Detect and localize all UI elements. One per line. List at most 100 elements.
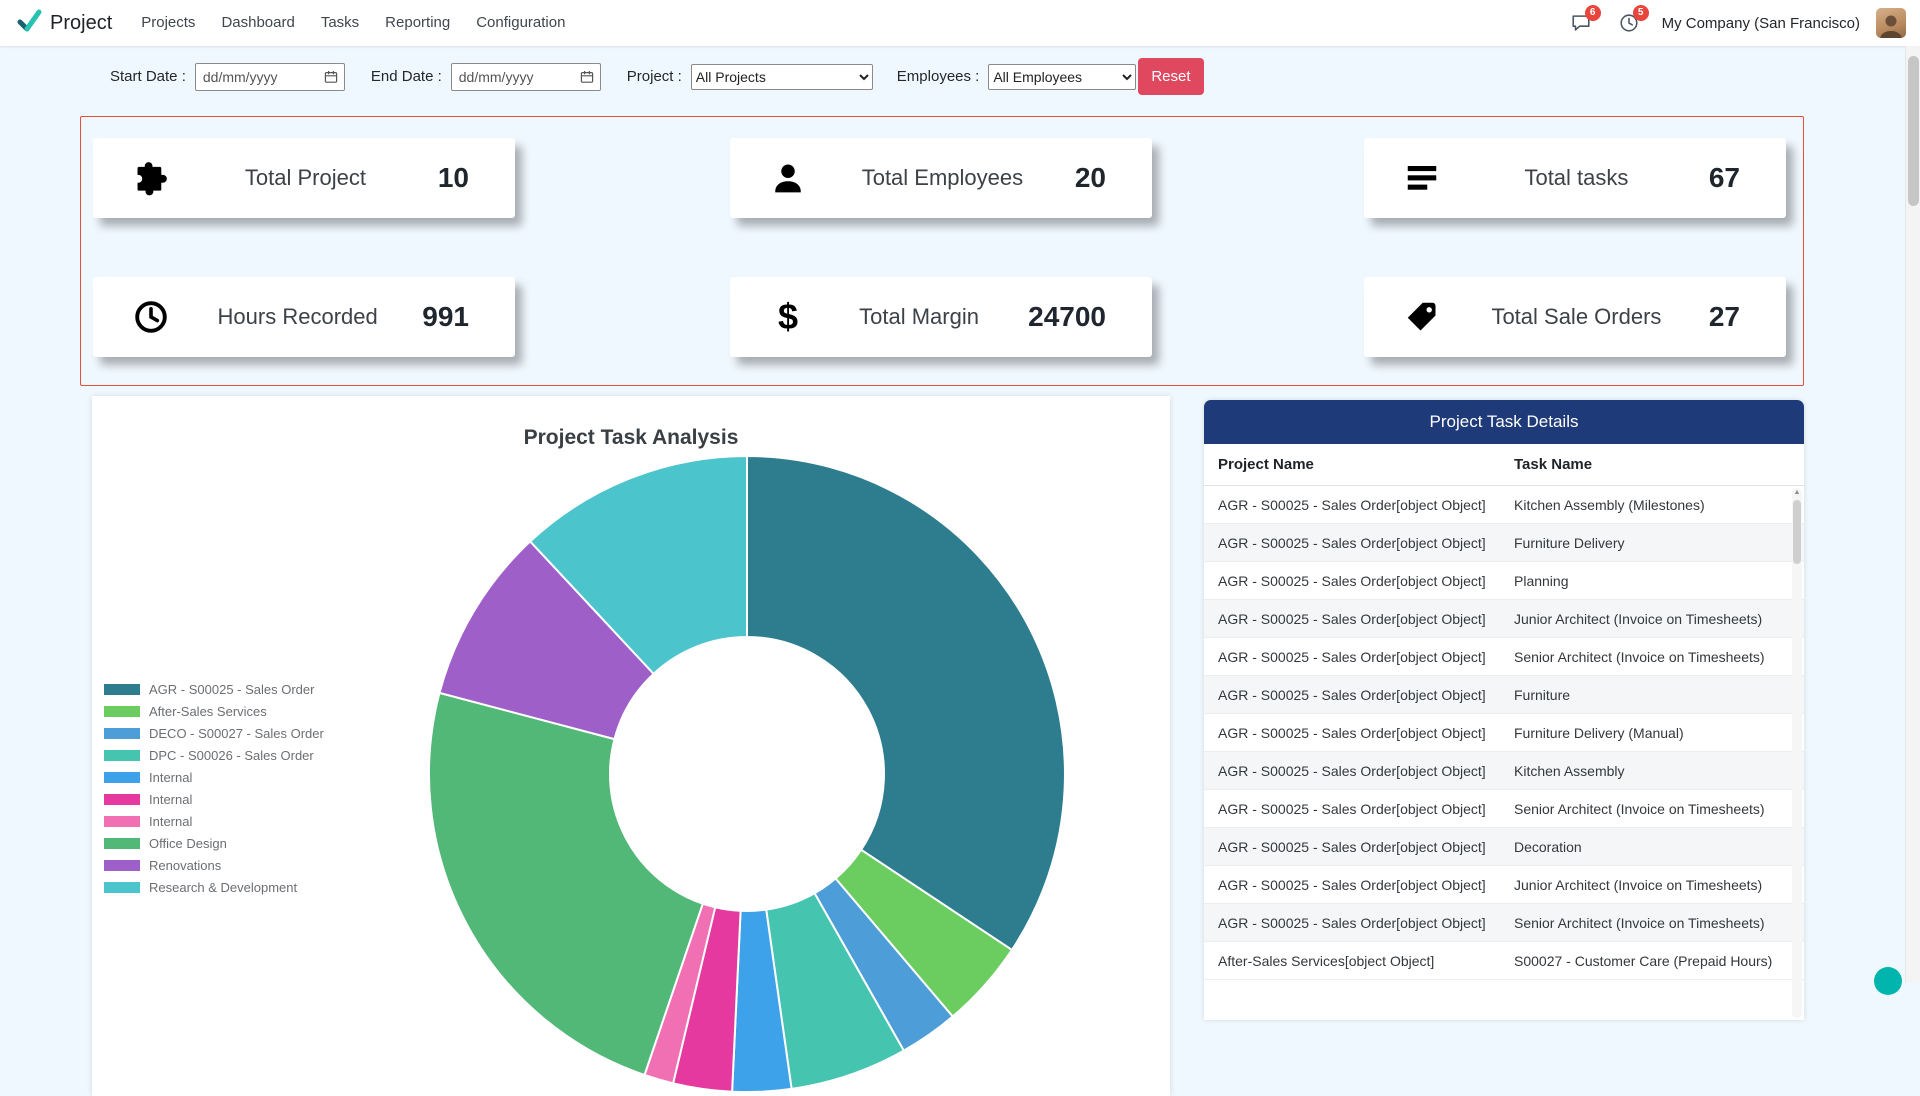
kpi-label: Hours Recorded (217, 304, 378, 329)
table-row[interactable]: AGR - S00025 - Sales Order[object Object… (1204, 866, 1804, 904)
nav-item-tasks[interactable]: Tasks (320, 14, 360, 31)
table-scrollbar-thumb[interactable] (1793, 500, 1801, 564)
legend-label: After-Sales Services (149, 703, 267, 719)
task-name-cell: Senior Architect (Invoice on Timesheets) (1514, 914, 1765, 931)
legend-item[interactable]: Internal (104, 788, 324, 810)
project-name-cell: After-Sales Services[object Object] (1218, 952, 1435, 969)
legend-item[interactable]: Renovations (104, 854, 324, 876)
legend-label: Internal (149, 813, 193, 829)
legend-item[interactable]: After-Sales Services (104, 700, 324, 722)
table-column-headers: Project Name Task Name (1204, 444, 1804, 486)
project-logo-icon (16, 8, 42, 39)
legend-swatch (104, 837, 140, 849)
legend-swatch (104, 859, 140, 871)
app-brand[interactable]: Project (16, 8, 112, 39)
project-name-cell: AGR - S00025 - Sales Order[object Object… (1218, 800, 1486, 817)
table-row[interactable]: AGR - S00025 - Sales Order[object Object… (1204, 638, 1804, 676)
legend-swatch (104, 815, 140, 827)
nav-item-dashboard[interactable]: Dashboard (221, 14, 295, 31)
task-name-cell: Planning (1514, 572, 1569, 589)
task-name-cell: Kitchen Assembly (1514, 762, 1625, 779)
legend-item[interactable]: DPC - S00026 - Sales Order (104, 744, 324, 766)
legend-label: Renovations (149, 857, 222, 873)
legend-item[interactable]: Internal (104, 766, 324, 788)
table-row[interactable]: AGR - S00025 - Sales Order[object Object… (1204, 752, 1804, 790)
project-task-analysis-card: Project Task Analysis AGR - S00025 - Sal… (92, 396, 1170, 1096)
table-row[interactable]: AGR - S00025 - Sales Order[object Object… (1204, 600, 1804, 638)
legend-label: DPC - S00026 - Sales Order (149, 747, 314, 763)
table-row[interactable]: AGR - S00025 - Sales Order[object Object… (1204, 562, 1804, 600)
kpi-card-total-margin: $ Total Margin 24700 (730, 277, 1152, 357)
livechat-button[interactable] (1874, 967, 1902, 995)
clock-icon (129, 299, 173, 335)
messages-icon[interactable]: 6 (1570, 5, 1601, 34)
table-row[interactable]: AGR - S00025 - Sales Order[object Object… (1204, 676, 1804, 714)
legend-swatch (104, 749, 140, 761)
pie-slice[interactable] (428, 691, 705, 1077)
nav-item-projects[interactable]: Projects (141, 14, 196, 31)
list-icon (1400, 160, 1444, 196)
kpi-label: Total Sale Orders (1491, 304, 1662, 329)
project-name-cell: AGR - S00025 - Sales Order[object Object… (1218, 572, 1486, 589)
pie-slice[interactable] (746, 454, 1066, 952)
legend-swatch (104, 771, 140, 783)
project-name-cell: AGR - S00025 - Sales Order[object Object… (1218, 610, 1486, 627)
legend-item[interactable]: Internal (104, 810, 324, 832)
task-name-cell: Junior Architect (Invoice on Timesheets) (1514, 876, 1763, 893)
table-row[interactable]: AGR - S00025 - Sales Order[object Object… (1204, 828, 1804, 866)
kpi-label: Total tasks (1524, 165, 1629, 190)
calendar-icon[interactable] (323, 69, 339, 90)
pie-slice[interactable] (528, 454, 748, 676)
start-date-label: Start Date : (110, 68, 186, 85)
legend-label: Research & Development (149, 879, 298, 895)
table-row[interactable]: AGR - S00025 - Sales Order[object Object… (1204, 904, 1804, 942)
legend-label: DECO - S00027 - Sales Order (149, 725, 324, 741)
table-row[interactable]: AGR - S00025 - Sales Order[object Object… (1204, 524, 1804, 562)
activities-clock-icon[interactable]: 5 (1618, 5, 1649, 34)
legend-label: Office Design (149, 835, 227, 851)
legend-swatch (104, 727, 140, 739)
company-switcher[interactable]: My Company (San Francisco) (1661, 14, 1860, 32)
reset-button[interactable]: Reset (1138, 58, 1204, 95)
legend-item[interactable]: AGR - S00025 - Sales Order (104, 678, 324, 700)
nav-item-reporting[interactable]: Reporting (385, 14, 451, 31)
task-name-cell: Senior Architect (Invoice on Timesheets) (1514, 800, 1765, 817)
filter-bar: Start Date : End Date : Project : All Pr… (110, 58, 1204, 95)
legend-item[interactable]: Research & Development (104, 876, 324, 898)
kpi-card-total-tasks: Total tasks 67 (1364, 138, 1786, 218)
table-row[interactable]: AGR - S00025 - Sales Order[object Object… (1204, 486, 1804, 524)
table-scrollbar[interactable]: ▲ (1792, 488, 1802, 1018)
messages-badge: 6 (1584, 5, 1601, 21)
table-row[interactable]: AGR - S00025 - Sales Order[object Object… (1204, 714, 1804, 752)
legend-item[interactable]: Office Design (104, 832, 324, 854)
nav-item-configuration[interactable]: Configuration (476, 14, 566, 31)
column-header-project-name: Project Name (1218, 456, 1314, 473)
user-avatar[interactable] (1876, 8, 1906, 38)
page-scrollbar-thumb[interactable] (1907, 56, 1919, 206)
employees-filter-select[interactable]: All Employees (988, 63, 1137, 90)
scroll-up-icon[interactable]: ▲ (1793, 489, 1801, 496)
legend-item[interactable]: DECO - S00027 - Sales Order (104, 722, 324, 744)
pie-slice[interactable] (438, 539, 656, 741)
legend-swatch (104, 683, 140, 695)
project-filter-select[interactable]: All Projects (690, 63, 873, 90)
start-date-input[interactable] (194, 62, 345, 91)
project-name-cell: AGR - S00025 - Sales Order[object Object… (1218, 762, 1486, 779)
kpi-card-total-sale-orders: Total Sale Orders 27 (1364, 277, 1786, 357)
task-name-cell: Furniture Delivery (Manual) (1514, 724, 1684, 741)
project-name-cell: AGR - S00025 - Sales Order[object Object… (1218, 838, 1486, 855)
project-name-cell: AGR - S00025 - Sales Order[object Object… (1218, 724, 1486, 741)
task-name-cell: S00027 - Customer Care (Prepaid Hours) (1514, 952, 1773, 969)
task-name-cell: Kitchen Assembly (Milestones) (1514, 496, 1705, 513)
kpi-label: Total Project (244, 165, 366, 190)
page-scrollbar[interactable] (1905, 46, 1920, 983)
legend-swatch (104, 881, 140, 893)
table-row[interactable]: AGR - S00025 - Sales Order[object Object… (1204, 790, 1804, 828)
column-header-task-name: Task Name (1514, 456, 1593, 473)
end-date-input[interactable] (450, 62, 601, 91)
project-name-cell: AGR - S00025 - Sales Order[object Object… (1218, 686, 1486, 703)
calendar-icon[interactable] (579, 69, 595, 90)
table-title: Project Task Details (1204, 400, 1804, 444)
table-body: AGR - S00025 - Sales Order[object Object… (1204, 486, 1804, 980)
table-row[interactable]: After-Sales Services[object Object] S0002… (1204, 942, 1804, 980)
